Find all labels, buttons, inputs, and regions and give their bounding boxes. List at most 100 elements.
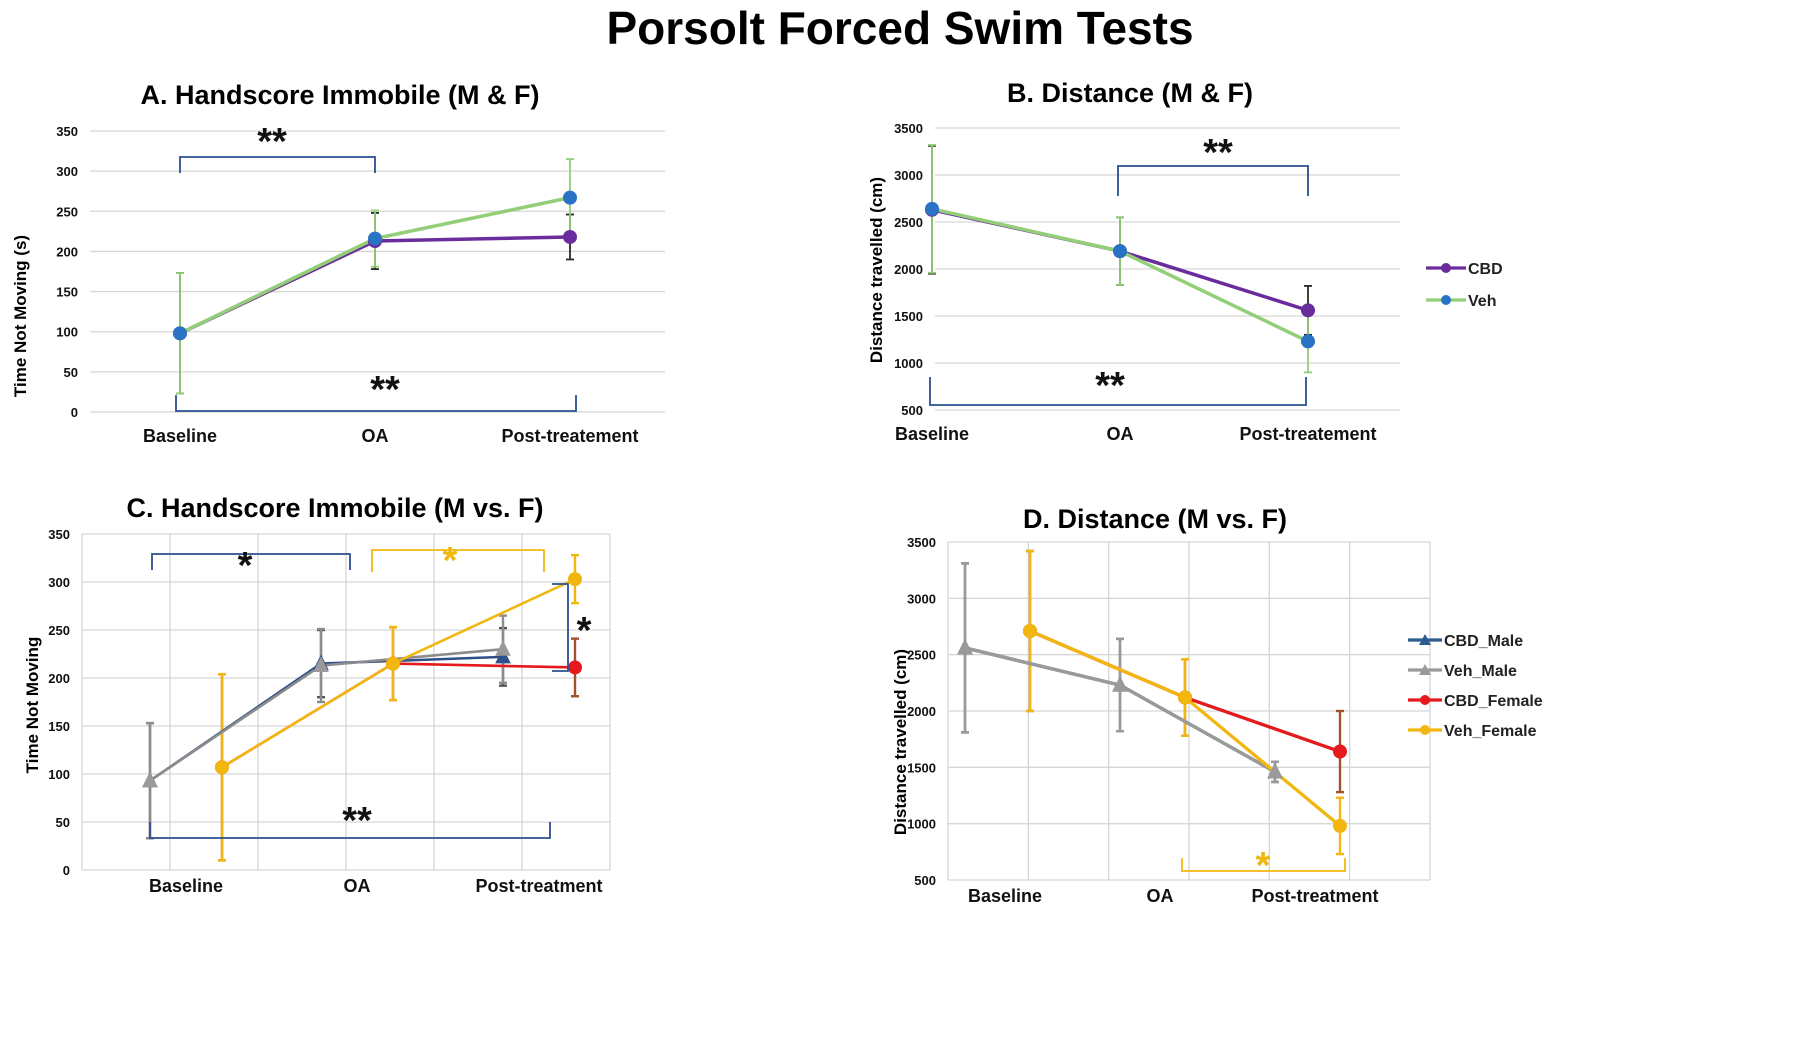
data-points bbox=[957, 624, 1347, 833]
significance-annotations: * **** bbox=[149, 540, 592, 842]
data-points bbox=[925, 201, 1315, 349]
y-tick-label: 150 bbox=[56, 285, 78, 300]
legend: CBD Veh bbox=[1426, 261, 1503, 310]
data-point bbox=[215, 760, 229, 775]
data-point bbox=[1267, 762, 1283, 779]
legend-label: Veh bbox=[1468, 293, 1496, 310]
y-tick-label: 250 bbox=[56, 204, 78, 219]
y-tick-label: 200 bbox=[48, 671, 70, 686]
y-axis-label: Time Not Moving (s) bbox=[11, 235, 30, 397]
data-point bbox=[495, 647, 511, 664]
y-axis-label: Distance travelled (cm) bbox=[891, 649, 910, 835]
y-tick-label: 1500 bbox=[894, 309, 923, 324]
error-bars bbox=[928, 144, 1312, 374]
significance-label: * bbox=[1256, 845, 1271, 887]
significance-label: ** bbox=[1095, 365, 1125, 407]
y-tick-label: 0 bbox=[71, 405, 78, 420]
grid-lines bbox=[81, 533, 611, 871]
data-points bbox=[173, 190, 577, 341]
significance-bracket bbox=[1181, 858, 1346, 872]
x-tick-label: Baseline bbox=[968, 886, 1042, 906]
y-tick-labels: 0 50 100 150 200 250 300 350 bbox=[48, 527, 70, 878]
y-tick-label: 2500 bbox=[894, 215, 923, 230]
y-tick-label: 300 bbox=[56, 164, 78, 179]
chart-title: A. Handscore Immobile (M & F) bbox=[140, 80, 539, 110]
legend-label: CBD_Male bbox=[1444, 633, 1523, 650]
y-tick-label: 1000 bbox=[894, 356, 923, 371]
chart-panel-b: B. Distance (M & F) Distance travelled (… bbox=[867, 78, 1503, 444]
x-tick-label: OA bbox=[344, 876, 371, 896]
data-point bbox=[1333, 818, 1347, 833]
x-tick-label: Baseline bbox=[149, 876, 223, 896]
data-point bbox=[1023, 624, 1037, 639]
x-tick-label: OA bbox=[1147, 886, 1174, 906]
legend-label: CBD_Female bbox=[1444, 693, 1543, 710]
x-tick-label: Post-treatment bbox=[475, 876, 602, 896]
significance-bracket bbox=[149, 822, 551, 839]
y-tick-labels: 500 1000 1500 2000 2500 3000 3500 bbox=[894, 121, 923, 418]
data-point bbox=[173, 326, 187, 341]
y-tick-label: 3500 bbox=[894, 121, 923, 136]
y-tick-label: 300 bbox=[48, 575, 70, 590]
data-point bbox=[563, 190, 577, 205]
significance-label: ** bbox=[1203, 132, 1233, 174]
data-point bbox=[925, 201, 939, 216]
significance-label: ** bbox=[370, 369, 400, 411]
legend-label: CBD bbox=[1468, 261, 1503, 278]
significance-annotations: ** ** bbox=[929, 132, 1309, 407]
series-line-cbd-male bbox=[149, 655, 504, 782]
x-tick-labels: Baseline OA Post-treatment bbox=[968, 886, 1379, 906]
significance-label: * bbox=[238, 545, 253, 587]
figure-title: Porsolt Forced Swim Tests bbox=[606, 2, 1194, 54]
y-tick-label: 350 bbox=[48, 527, 70, 542]
data-point bbox=[1113, 244, 1127, 259]
x-tick-labels: Baseline OA Post-treatement bbox=[143, 426, 639, 446]
significance-label: * bbox=[443, 540, 458, 582]
y-tick-label: 3000 bbox=[907, 591, 936, 606]
y-tick-label: 2000 bbox=[894, 262, 923, 277]
data-point bbox=[142, 771, 158, 788]
y-tick-label: 100 bbox=[56, 325, 78, 340]
legend-label: Veh_Male bbox=[1444, 663, 1517, 680]
data-point bbox=[386, 656, 400, 671]
data-point bbox=[1301, 303, 1315, 318]
y-axis-label: Distance travelled (cm) bbox=[867, 177, 886, 363]
y-tick-labels: 0 50 100 150 200 250 300 350 bbox=[56, 124, 78, 420]
legend-marker bbox=[1441, 295, 1451, 305]
significance-bracket bbox=[929, 377, 1307, 406]
significance-label: * bbox=[577, 610, 592, 652]
data-point bbox=[1333, 744, 1347, 759]
legend-marker bbox=[1419, 664, 1431, 675]
y-tick-label: 3500 bbox=[907, 535, 936, 550]
chart-panel-c: C. Handscore Immobile (M vs. F) Time Not… bbox=[23, 493, 611, 896]
y-tick-label: 150 bbox=[48, 719, 70, 734]
x-tick-label: Baseline bbox=[895, 424, 969, 444]
data-point bbox=[1301, 334, 1315, 349]
data-point bbox=[563, 229, 577, 244]
significance-bracket bbox=[1117, 165, 1309, 196]
x-tick-label: Post-treatement bbox=[501, 426, 638, 446]
error-bars bbox=[176, 158, 574, 395]
legend-marker bbox=[1419, 634, 1431, 645]
y-tick-label: 500 bbox=[901, 403, 923, 418]
data-point bbox=[495, 640, 511, 656]
data-point bbox=[568, 572, 582, 587]
data-point bbox=[1178, 690, 1192, 705]
x-tick-label: OA bbox=[1107, 424, 1134, 444]
legend-marker bbox=[1420, 695, 1430, 705]
y-tick-label: 350 bbox=[56, 124, 78, 139]
x-tick-label: Post-treatement bbox=[1239, 424, 1376, 444]
significance-bracket bbox=[371, 549, 545, 572]
significance-annotations: * bbox=[1181, 845, 1346, 887]
chart-title: B. Distance (M & F) bbox=[1007, 78, 1253, 108]
legend: CBD_Male Veh_Male CBD_Female Veh_Female bbox=[1408, 633, 1543, 740]
chart-panel-a: A. Handscore Immobile (M & F) Time Not M… bbox=[11, 80, 665, 446]
grid-lines bbox=[947, 541, 1431, 881]
y-tick-label: 500 bbox=[914, 873, 936, 888]
x-tick-label: Post-treatment bbox=[1251, 886, 1378, 906]
significance-label: ** bbox=[257, 121, 287, 163]
x-tick-label: Baseline bbox=[143, 426, 217, 446]
series-lines bbox=[964, 629, 1342, 828]
significance-annotations: ** ** bbox=[175, 121, 577, 412]
grid-lines bbox=[935, 127, 1400, 411]
